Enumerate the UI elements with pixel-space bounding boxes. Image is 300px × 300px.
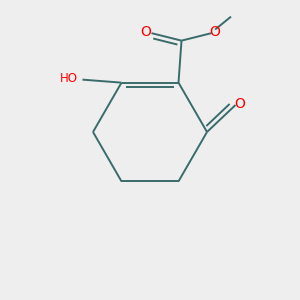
Text: O: O	[210, 25, 220, 39]
Text: O: O	[235, 97, 245, 110]
Text: O: O	[141, 25, 152, 39]
Text: HO: HO	[60, 72, 78, 85]
